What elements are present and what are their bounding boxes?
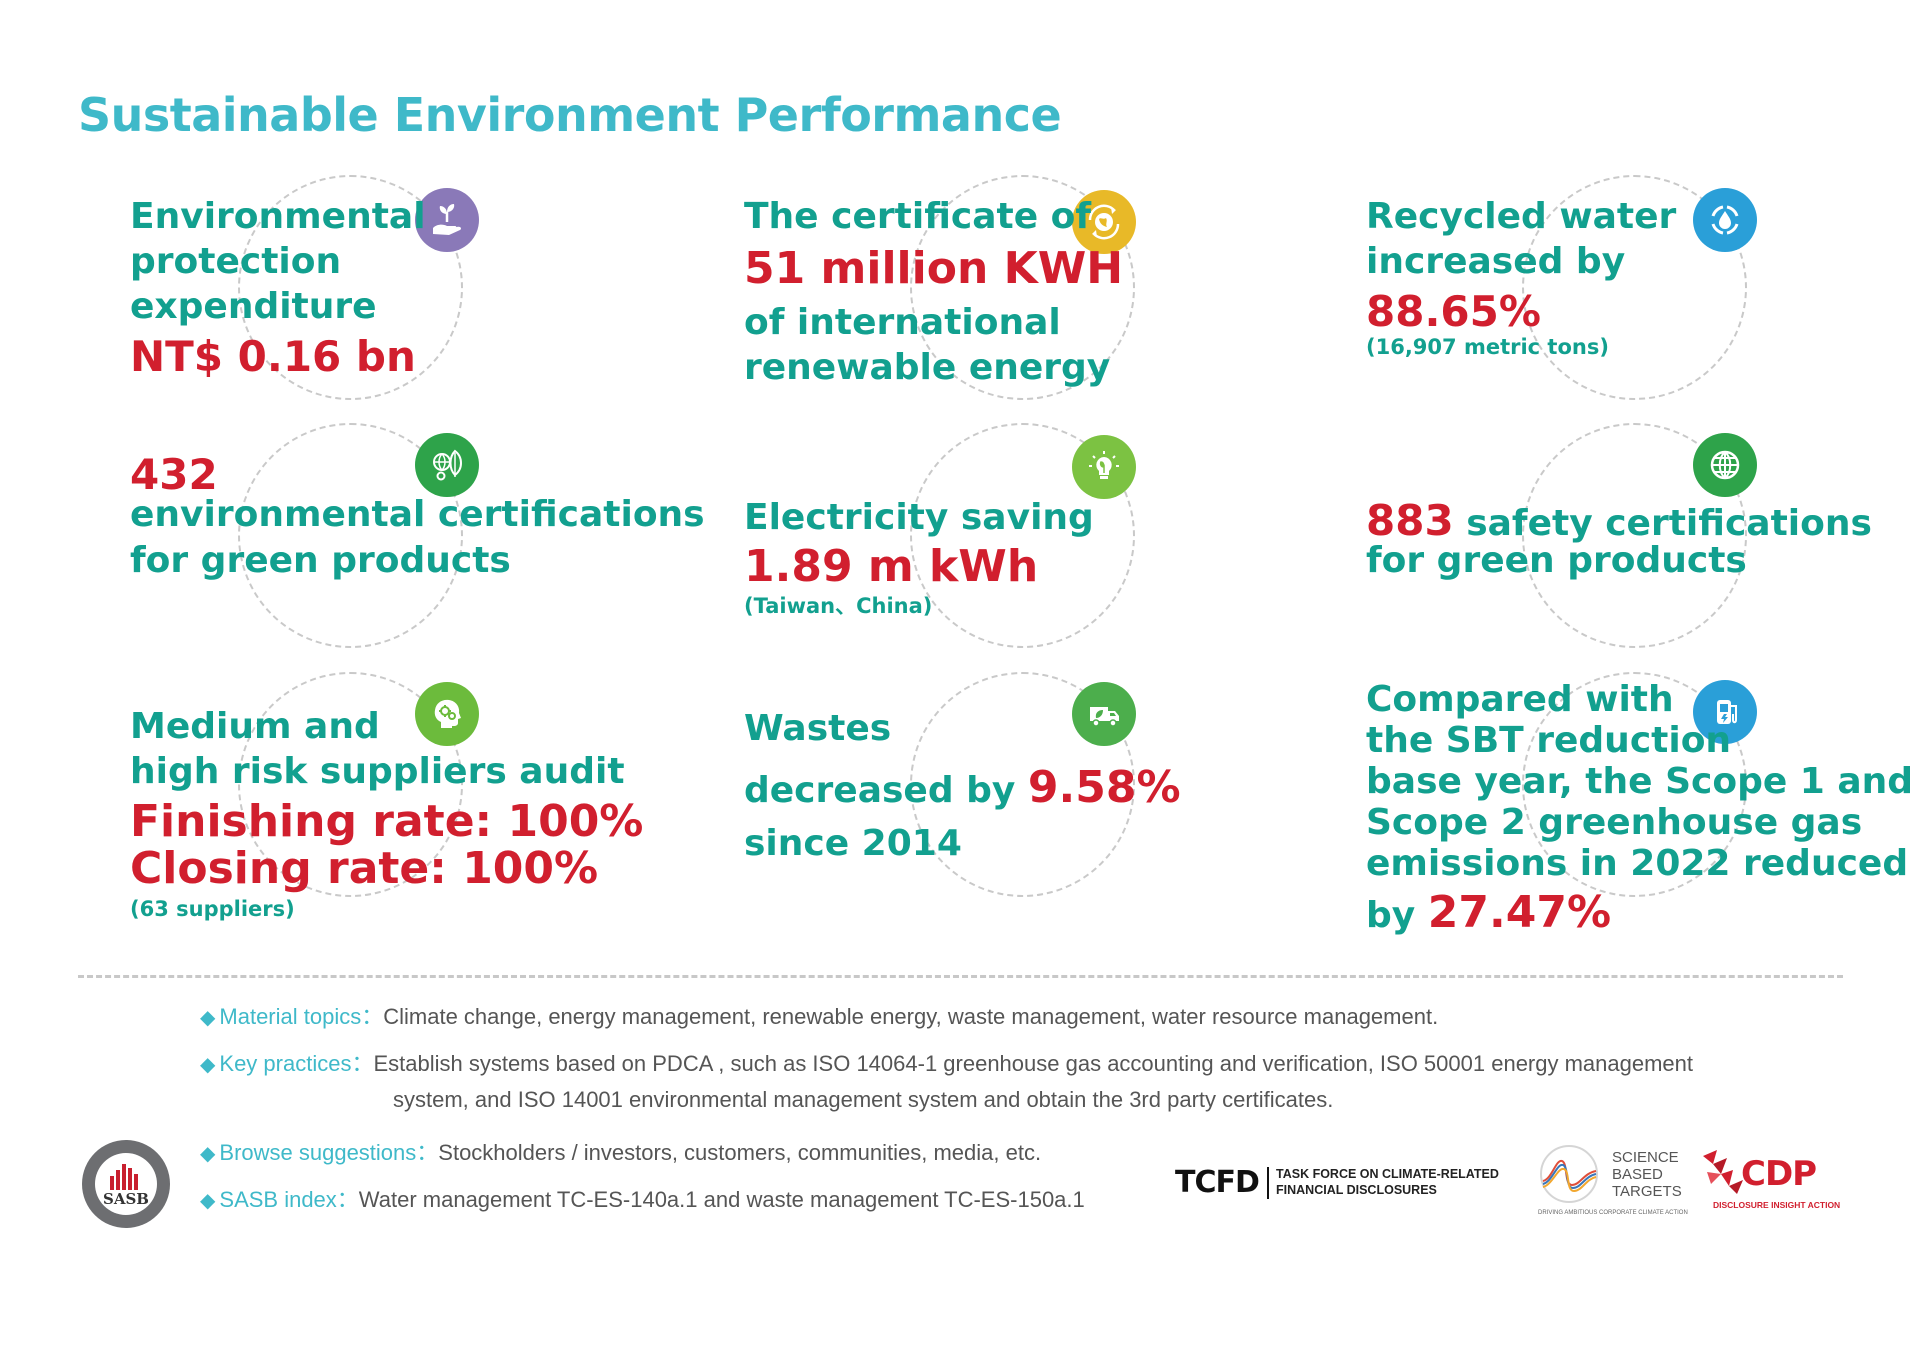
- diamond-bullet-icon: ◆: [200, 1054, 216, 1076]
- env-certifications-value: 432: [130, 450, 218, 499]
- suppliers-closing-rate: Closing rate: 100%: [130, 843, 599, 894]
- dashed-ring: [910, 672, 1135, 897]
- dashed-ring: [1522, 423, 1747, 648]
- fuel-cell-icon: [1693, 680, 1757, 744]
- diamond-bullet-icon: ◆: [200, 1190, 216, 1212]
- key-practices-label: Key practices：: [219, 1051, 374, 1076]
- safety-certifications-value: 883: [1366, 496, 1454, 545]
- suppliers-finishing-rate: Finishing rate: 100%: [130, 796, 644, 847]
- cdp-logo: CDP DISCLOSURE INSIGHT ACTION: [1703, 1150, 1843, 1220]
- key-practices-text: Establish systems based on PDCA , such a…: [373, 1051, 1694, 1076]
- dashed-ring: [238, 423, 463, 648]
- material-topics-row: ◆ Material topics：Climate change, energy …: [200, 999, 1438, 1031]
- sasb-index-label: SASB index：: [219, 1187, 359, 1212]
- dashed-ring: [910, 423, 1135, 648]
- sbt-line1: Compared with: [1366, 679, 1674, 720]
- renewable-line1: The certificate of: [744, 196, 1092, 237]
- sbt-label: by: [1366, 895, 1428, 936]
- key-practices-row: ◆ Key practices：Establish systems based o…: [200, 1046, 1693, 1078]
- env-certifications-line2: for green products: [130, 540, 511, 581]
- recycled-water-line1: Recycled water: [1366, 196, 1677, 237]
- cdp-mark: CDP: [1741, 1154, 1817, 1194]
- dashed-ring: [910, 175, 1135, 400]
- cdp-tagline: DISCLOSURE INSIGHT ACTION: [1713, 1200, 1841, 1210]
- wastes-label: decreased by: [744, 770, 1028, 811]
- browse-suggestions-text: Stockholders / investors, customers, com…: [438, 1140, 1042, 1165]
- dashed-ring: [1522, 175, 1747, 400]
- sbt-line4: Scope 2 greenhouse gas: [1366, 802, 1863, 843]
- water-drop-cycle-icon: [1693, 188, 1757, 252]
- sasb-logo: SASB: [80, 1138, 172, 1230]
- sbt-line2: the SBT reduction: [1366, 720, 1732, 761]
- tcfd-mark: TCFD: [1175, 1165, 1260, 1200]
- diamond-bullet-icon: ◆: [200, 1007, 216, 1029]
- science-based-targets-logo: SCIENCE BASED TARGETS DRIVING AMBITIOUS …: [1538, 1143, 1698, 1223]
- globe-recycle-icon: [1072, 190, 1136, 254]
- electricity-line1: Electricity saving: [744, 497, 1094, 538]
- dashed-ring: [238, 175, 463, 400]
- lightbulb-icon: [1072, 435, 1136, 499]
- env-expenditure-line2: protection: [130, 241, 342, 282]
- tcfd-line1: TASK FORCE ON CLIMATE-RELATED: [1276, 1167, 1499, 1181]
- material-topics-label: Material topics：: [219, 1004, 384, 1029]
- sasb-index-text: Water management TC-ES-140a.1 and waste …: [358, 1187, 1085, 1212]
- sbt-logo-line2: BASED: [1612, 1166, 1663, 1183]
- browse-suggestions-label: Browse suggestions：: [219, 1140, 439, 1165]
- wastes-line2: decreased by 9.58%: [744, 762, 1181, 813]
- sbt-logo-tagline: DRIVING AMBITIOUS CORPORATE CLIMATE ACTI…: [1538, 1210, 1688, 1216]
- globe-leaf-icon: [415, 433, 479, 497]
- recycled-water-line2: increased by: [1366, 241, 1626, 282]
- sbt-logo-line1: SCIENCE: [1612, 1149, 1679, 1166]
- material-topics-text: Climate change, energy management, renew…: [383, 1004, 1439, 1029]
- sbt-logo-line3: TARGETS: [1612, 1183, 1682, 1200]
- safety-certifications-label: safety certifications: [1453, 503, 1872, 544]
- electricity-note: (Taiwan、China): [744, 594, 933, 618]
- browse-suggestions-row: ◆ Browse suggestions：Stockholders / inves…: [200, 1135, 1041, 1167]
- suppliers-line1: Medium and: [130, 706, 380, 747]
- sasb-index-row: ◆ SASB index：Water management TC-ES-140a.…: [200, 1182, 1085, 1214]
- hand-plant-icon: [415, 188, 479, 252]
- dashed-divider: [78, 975, 1843, 978]
- dashed-ring: [238, 672, 463, 897]
- safety-certifications-line1: 883 safety certifications: [1366, 496, 1872, 545]
- sbt-value: 27.47%: [1427, 887, 1612, 938]
- renewable-line3: renewable energy: [744, 347, 1111, 388]
- wastes-line3: since 2014: [744, 823, 962, 864]
- wastes-value: 9.58%: [1027, 762, 1181, 813]
- suppliers-note: (63 suppliers): [130, 897, 295, 921]
- dashed-ring: [1522, 672, 1747, 897]
- safety-certifications-line2: for green products: [1366, 540, 1747, 581]
- tcfd-line2: FINANCIAL DISCLOSURES: [1276, 1183, 1437, 1197]
- recycled-water-value: 88.65%: [1366, 287, 1541, 336]
- tcfd-logo: TCFD TASK FORCE ON CLIMATE-RELATED FINAN…: [1175, 1165, 1525, 1205]
- garbage-truck-icon: [1072, 682, 1136, 746]
- key-practices-text-2: system, and ISO 14001 environmental mana…: [393, 1087, 1334, 1112]
- wastes-line1: Wastes: [744, 708, 892, 749]
- head-gears-icon: [415, 682, 479, 746]
- sbt-line3: base year, the Scope 1 and: [1366, 761, 1914, 802]
- env-expenditure-line1: Environmental: [130, 196, 426, 237]
- suppliers-line2: high risk suppliers audit: [130, 751, 625, 792]
- env-expenditure-line3: expenditure: [130, 286, 377, 327]
- key-practices-row-2: system, and ISO 14001 environmental mana…: [393, 1087, 1333, 1113]
- sbt-line5: emissions in 2022 reduced: [1366, 843, 1909, 884]
- env-certifications-line1: environmental certifications: [130, 494, 705, 535]
- page-title: Sustainable Environment Performance: [78, 88, 1062, 142]
- diamond-bullet-icon: ◆: [200, 1143, 216, 1165]
- electricity-value: 1.89 m kWh: [744, 541, 1039, 592]
- sbt-line6: by 27.47%: [1366, 887, 1611, 938]
- renewable-line2: of international: [744, 302, 1061, 343]
- env-expenditure-value: NT$ 0.16 bn: [130, 332, 416, 381]
- globe-grid-icon: [1693, 433, 1757, 497]
- renewable-value: 51 million KWH: [744, 243, 1124, 294]
- sasb-logo-text: SASB: [103, 1190, 149, 1208]
- recycled-water-note: (16,907 metric tons): [1366, 335, 1609, 359]
